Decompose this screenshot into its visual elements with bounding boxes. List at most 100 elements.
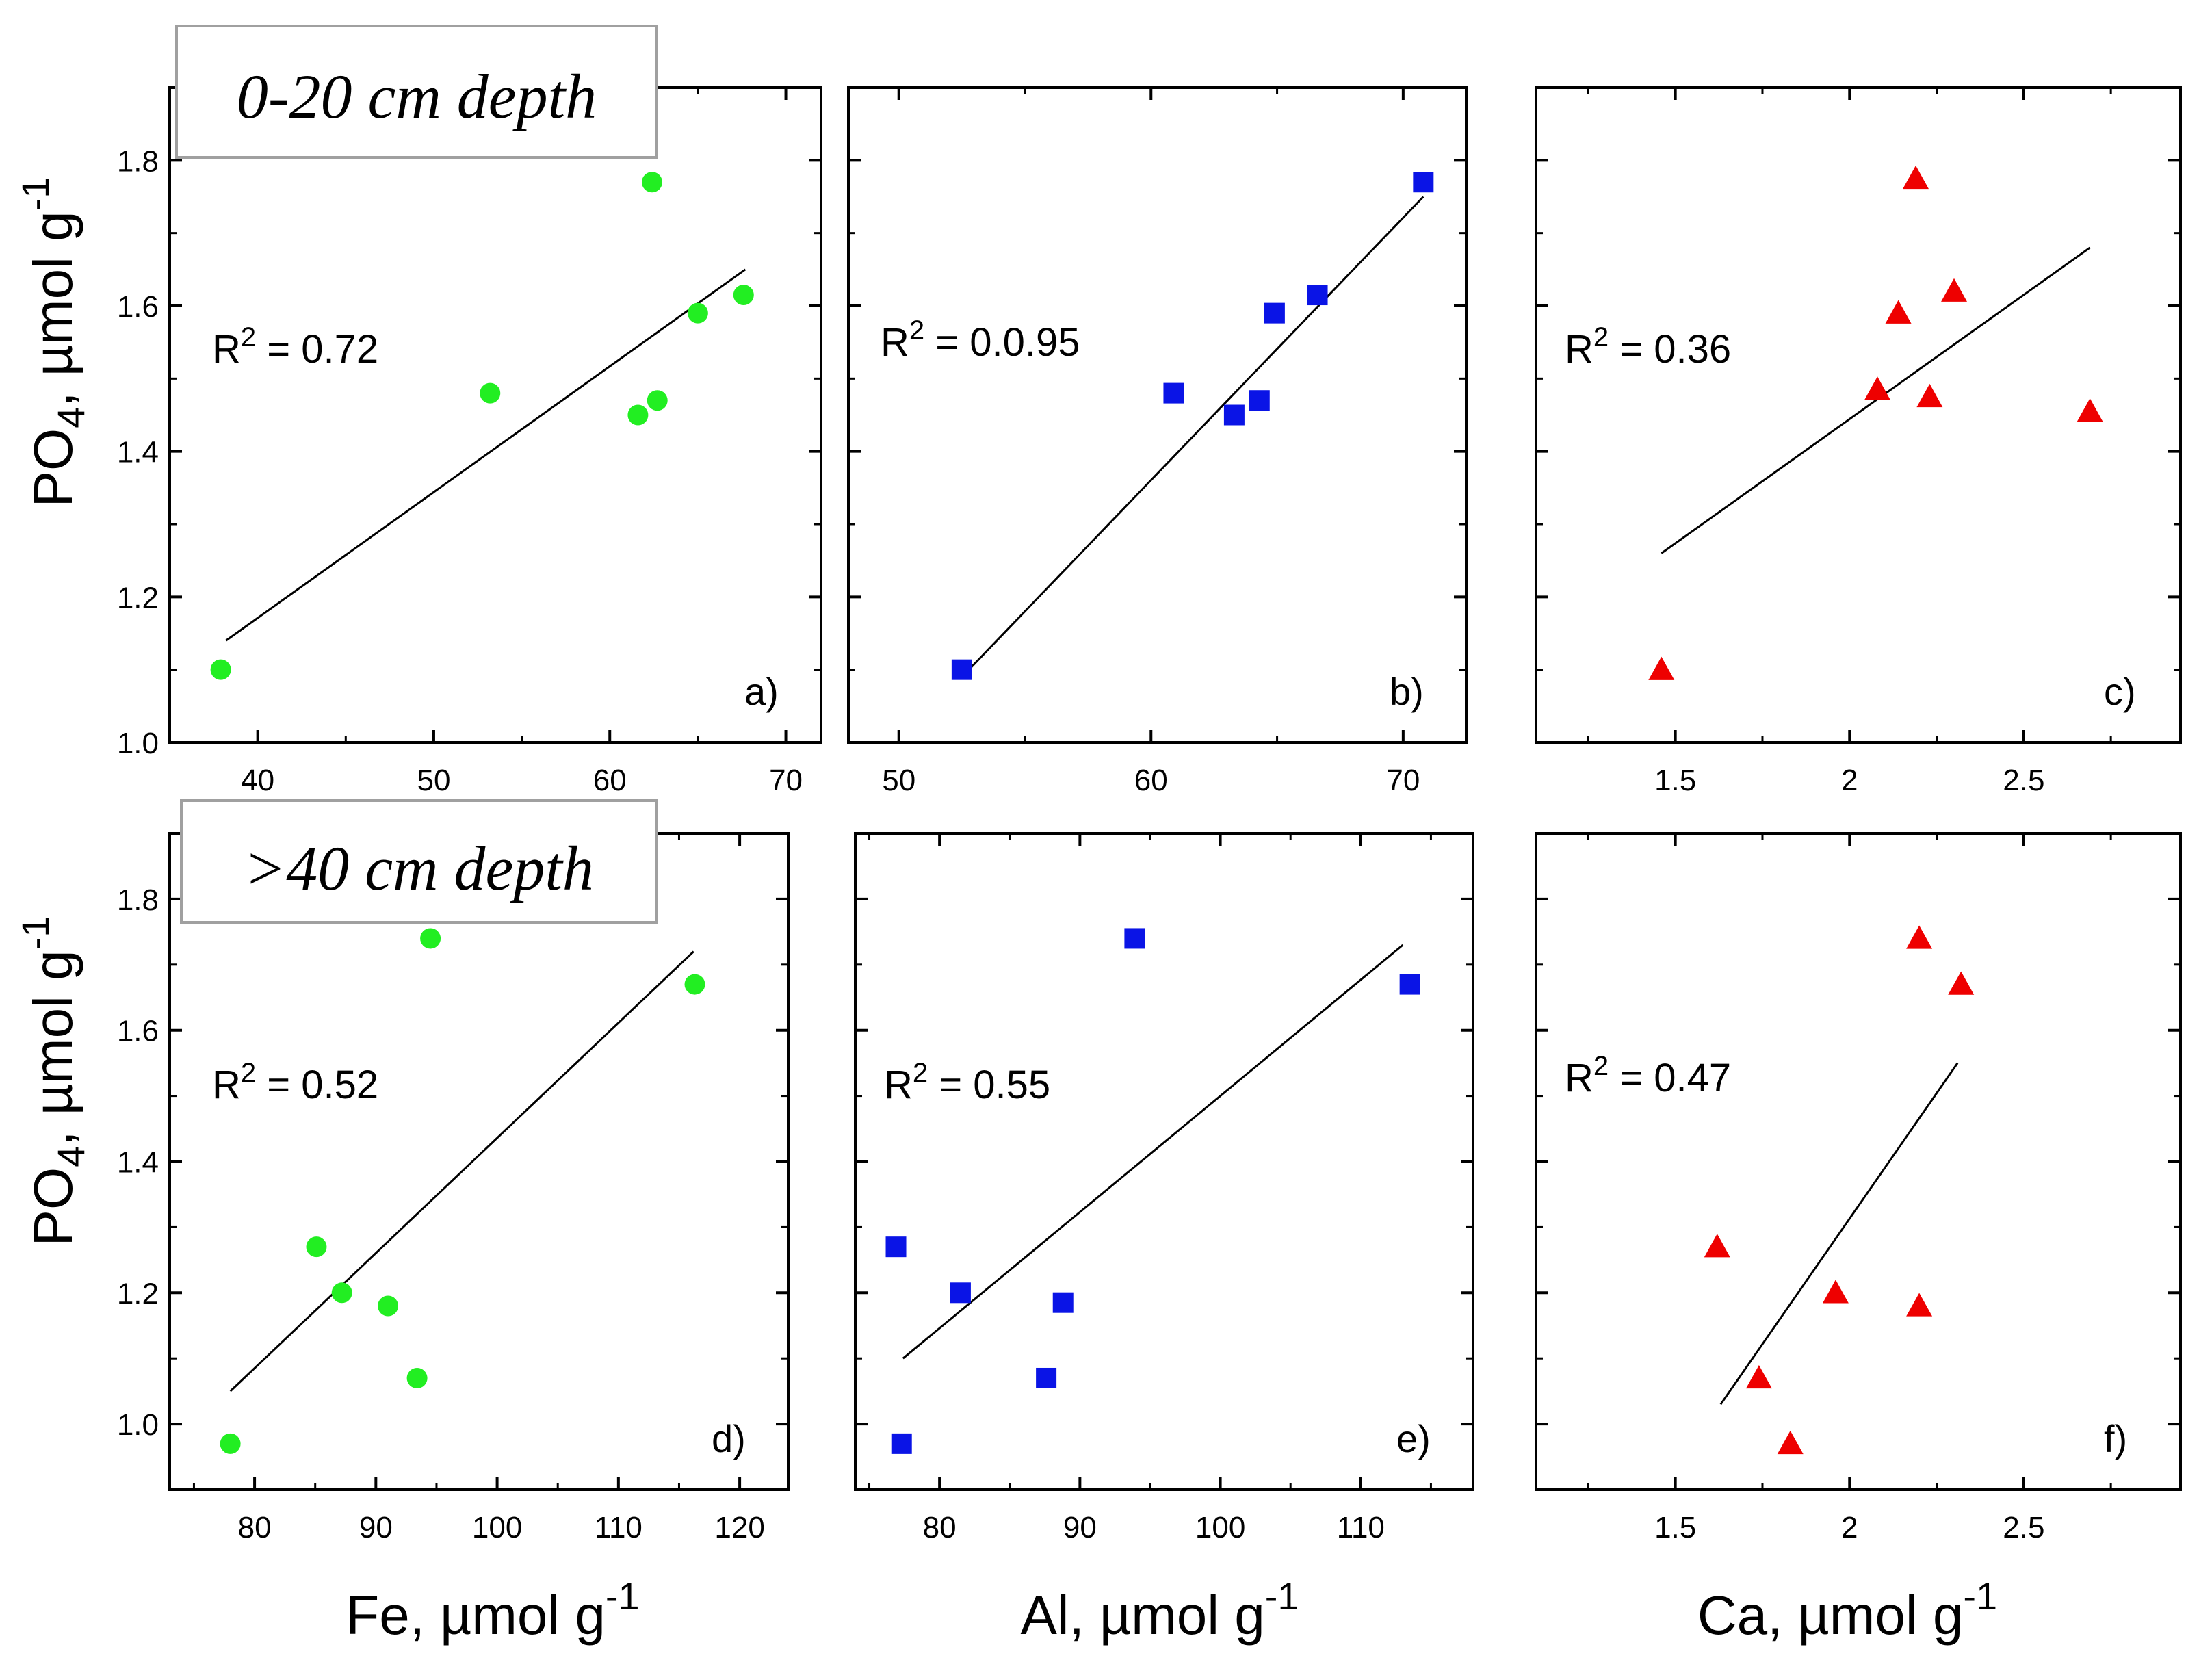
x-tick-label: 2.5	[2003, 1511, 2044, 1544]
fit-line	[1661, 246, 2091, 554]
x-tick-label: 80	[923, 1511, 957, 1544]
panel-label: b)	[1390, 670, 1424, 713]
data-point	[1948, 971, 1975, 995]
x-tick-label: 90	[1063, 1511, 1097, 1544]
data-point	[641, 172, 662, 193]
data-point	[1249, 390, 1270, 411]
data-point	[1223, 404, 1245, 426]
panel-c: 1.5 2 2.5 R2 = 0.36 c)	[1535, 86, 2182, 797]
r-squared-label: R2 = 0.52	[212, 1058, 378, 1107]
data-point	[1885, 300, 1912, 324]
panel-a: 1.0 1.2 1.4 1.6 1.8 40 50 60 70 R2 = 0.72 a)	[117, 86, 822, 797]
r-squared-label: R2 = 0.0.95	[881, 315, 1080, 365]
panels-group: 1.0 1.2 1.4 1.6 1.8 40 50 60 70 R2 = 0.72 a) 50 60 70…	[117, 86, 2182, 1544]
fit-line	[961, 196, 1424, 678]
y-tick-label: 1.2	[117, 1277, 159, 1310]
x-tick-label: 50	[882, 764, 915, 797]
panel-label: e)	[1396, 1417, 1431, 1460]
data-point	[1903, 165, 1929, 190]
data-point	[1704, 1234, 1730, 1258]
data-point	[306, 1236, 327, 1258]
x-tick-label: 40	[241, 764, 274, 797]
data-point	[885, 1236, 907, 1258]
data-point	[627, 404, 649, 426]
x-tick-label: 80	[238, 1511, 272, 1544]
x-tick-label: 100	[472, 1511, 522, 1544]
data-point	[420, 928, 441, 949]
data-point	[406, 1367, 428, 1388]
data-point	[1052, 1292, 1074, 1313]
svg-text:0-20 cm depth: 0-20 cm depth	[237, 62, 597, 131]
data-point	[1864, 376, 1891, 400]
x-tick-label: 50	[417, 764, 450, 797]
y-axis-label-top: PO4, µmol g-1	[14, 177, 92, 508]
panel-label: d)	[712, 1417, 746, 1460]
data-point	[1124, 928, 1145, 949]
data-point	[2077, 398, 2103, 422]
x-tick-label: 110	[1337, 1511, 1385, 1544]
data-point	[1822, 1280, 1849, 1304]
y-tick-label: 1.0	[117, 1408, 159, 1442]
data-point	[1916, 383, 1943, 408]
y-tick-label: 1.2	[117, 581, 159, 614]
y-tick-label: 1.8	[117, 144, 159, 178]
data-point	[480, 382, 501, 404]
y-tick-label: 1.0	[117, 727, 159, 760]
x-axis-label-al: Al, µmol g-1	[1020, 1574, 1299, 1646]
panel-label: c)	[2104, 670, 2136, 713]
r-squared-label: R2 = 0.55	[884, 1058, 1050, 1107]
data-point	[950, 1282, 971, 1304]
x-tick-label: 120	[714, 1511, 764, 1544]
panel-e: 80 90 100 110 R2 = 0.55 e)	[854, 832, 1474, 1544]
panel-label: a)	[744, 670, 779, 713]
data-point	[1413, 172, 1434, 193]
depth-label-bottom: >40 cm depth	[180, 799, 658, 924]
plot-frame	[847, 86, 1468, 744]
svg-text:>40 cm depth: >40 cm depth	[244, 833, 594, 903]
fit-line	[229, 950, 694, 1392]
y-tick-label: 1.6	[117, 290, 159, 324]
data-point	[1307, 285, 1328, 306]
fit-line	[902, 944, 1404, 1360]
data-point	[684, 974, 705, 995]
fit-line	[1719, 1062, 1959, 1405]
x-tick-label: 90	[359, 1511, 393, 1544]
panel-f: 1.5 2 2.5 R2 = 0.47 f)	[1535, 832, 2182, 1544]
x-tick-label: 60	[593, 764, 627, 797]
x-tick-label: 2.5	[2003, 764, 2044, 797]
data-point	[733, 285, 754, 306]
data-point	[1648, 656, 1675, 680]
data-point	[891, 1433, 912, 1454]
data-point	[1036, 1367, 1057, 1388]
y-tick-label: 1.4	[117, 436, 159, 469]
data-point	[378, 1295, 399, 1317]
data-point	[1745, 1364, 1772, 1389]
r-squared-label: R2 = 0.47	[1565, 1051, 1731, 1100]
data-point	[1777, 1430, 1804, 1455]
data-point	[1264, 302, 1285, 324]
x-tick-label: 70	[1386, 764, 1420, 797]
data-point	[1399, 974, 1420, 995]
data-point	[210, 659, 231, 680]
r-squared-label: R2 = 0.36	[1565, 322, 1731, 372]
fit-line	[225, 268, 746, 642]
data-point	[647, 390, 668, 411]
data-point	[1163, 382, 1184, 404]
y-tick-label: 1.8	[117, 883, 159, 917]
x-axis-label-fe: Fe, µmol g-1	[346, 1574, 639, 1646]
y-tick-label: 1.6	[117, 1015, 159, 1048]
x-tick-label: 100	[1195, 1511, 1245, 1544]
data-point	[220, 1433, 241, 1454]
x-axis-label-ca: Ca, µmol g-1	[1697, 1574, 1997, 1646]
plot-frame	[1535, 86, 2182, 744]
panel-d: 1.0 1.2 1.4 1.6 1.8 80 90 100 110 120 R2 = 0.52 d)	[117, 832, 790, 1544]
data-point	[1906, 925, 1933, 949]
y-tick-label: 1.4	[117, 1146, 159, 1180]
data-point	[331, 1282, 352, 1304]
x-tick-label: 2	[1841, 764, 1858, 797]
x-tick-label: 1.5	[1654, 764, 1696, 797]
x-tick-label: 60	[1134, 764, 1168, 797]
data-point	[951, 659, 972, 680]
panel-label: f)	[2104, 1417, 2127, 1460]
